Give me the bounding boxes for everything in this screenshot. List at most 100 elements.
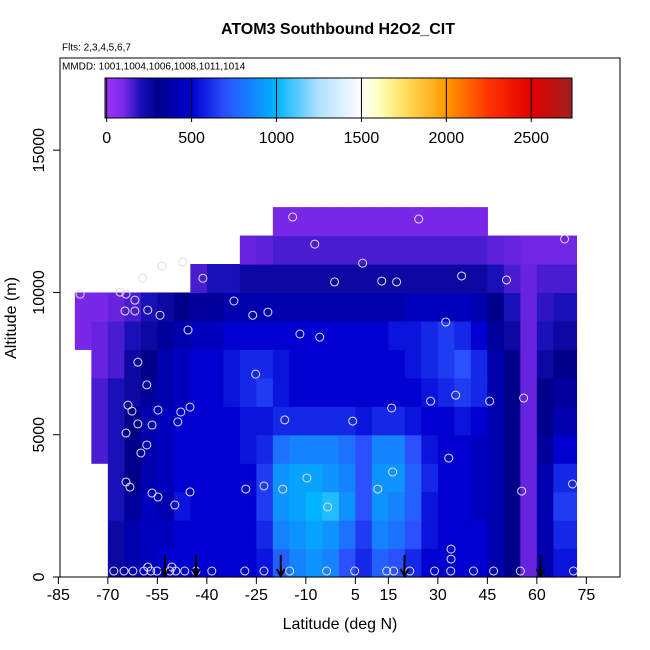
heatmap-cell bbox=[173, 349, 191, 379]
sample-point bbox=[348, 416, 358, 426]
sample-point bbox=[444, 453, 454, 463]
heatmap-cell bbox=[338, 434, 356, 464]
sample-point bbox=[248, 310, 258, 320]
heatmap-cell bbox=[322, 406, 340, 436]
heatmap-cell bbox=[173, 463, 191, 493]
heatmap-cell bbox=[173, 548, 191, 578]
heatmap-cell bbox=[206, 491, 224, 521]
heatmap-cell bbox=[157, 491, 175, 521]
x-tick-label: 60 bbox=[528, 587, 546, 604]
sample-point bbox=[167, 562, 177, 572]
sample-point bbox=[183, 325, 193, 335]
sample-point bbox=[251, 369, 261, 379]
heatmap-cell bbox=[437, 548, 455, 578]
heatmap-cell bbox=[107, 406, 125, 436]
heatmap-cell bbox=[206, 463, 224, 493]
heatmap-cell bbox=[371, 406, 389, 436]
heatmap-cell bbox=[173, 520, 191, 550]
heatmap-cell bbox=[239, 349, 257, 379]
sample-point bbox=[75, 289, 85, 299]
sample-point bbox=[405, 566, 415, 576]
heatmap-cell bbox=[553, 264, 578, 294]
heatmap-cell bbox=[157, 349, 175, 379]
heatmap-cell bbox=[355, 349, 373, 379]
sample-point bbox=[295, 329, 305, 339]
heatmap-cell bbox=[173, 320, 191, 350]
overlay: -85 -70 -55 -40 -25 -10 5 15 30 45 60 7505000100001… bbox=[31, 57, 621, 604]
heatmap-cell bbox=[421, 235, 439, 265]
heatmap-cell bbox=[388, 434, 406, 464]
sample-point bbox=[120, 306, 130, 316]
sample-point bbox=[240, 566, 250, 576]
heatmap-cell bbox=[223, 406, 241, 436]
sample-point bbox=[180, 566, 190, 576]
colorbar-tick-label: 1500 bbox=[344, 130, 380, 147]
sample-point bbox=[153, 492, 163, 502]
heatmap-cell bbox=[256, 292, 274, 322]
heatmap-cell bbox=[503, 264, 521, 294]
heatmap-cell bbox=[223, 434, 241, 464]
heatmap-cell bbox=[536, 349, 554, 379]
sample-point bbox=[350, 566, 360, 576]
heatmap-cell bbox=[355, 235, 373, 265]
heatmap-cell bbox=[91, 434, 109, 464]
heatmap-cell bbox=[305, 406, 323, 436]
colorbar-tick-label: 2000 bbox=[429, 130, 465, 147]
heatmap-cell bbox=[470, 377, 488, 407]
heatmap-cell bbox=[355, 463, 373, 493]
heatmap-cell bbox=[503, 349, 521, 379]
heatmap-cell bbox=[322, 520, 340, 550]
heatmap-cell bbox=[388, 207, 406, 237]
heatmap-cell bbox=[553, 434, 578, 464]
heatmap-cell bbox=[124, 377, 142, 407]
heatmap-cell bbox=[421, 264, 439, 294]
heatmap-cell bbox=[520, 491, 538, 521]
arrow bbox=[191, 555, 201, 579]
heatmap-cell bbox=[470, 520, 488, 550]
heatmap-cell bbox=[487, 491, 505, 521]
heatmap-cell bbox=[503, 463, 521, 493]
heatmap-cell bbox=[91, 320, 109, 350]
heatmap-cell bbox=[206, 349, 224, 379]
heatmap-cell bbox=[355, 377, 373, 407]
heatmap-cell bbox=[239, 320, 257, 350]
heatmap-cell bbox=[503, 491, 521, 521]
heatmap-cell bbox=[289, 264, 307, 294]
heatmap-cell bbox=[74, 292, 92, 322]
heatmap-cell bbox=[454, 292, 472, 322]
heatmap-cell bbox=[140, 292, 158, 322]
sample-point bbox=[414, 214, 424, 224]
heatmap-cell bbox=[503, 235, 521, 265]
x-tick-label: -10 bbox=[294, 587, 317, 604]
heatmap-cell bbox=[91, 377, 109, 407]
heatmap-cell bbox=[404, 349, 422, 379]
heatmap-cell bbox=[223, 520, 241, 550]
heatmap-cell bbox=[338, 377, 356, 407]
heatmap-cell bbox=[470, 292, 488, 322]
sample-point bbox=[153, 405, 163, 415]
heatmap-cell bbox=[553, 520, 578, 550]
heatmap-cell bbox=[223, 264, 241, 294]
heatmap-cell bbox=[536, 320, 554, 350]
heatmap-cell bbox=[190, 434, 208, 464]
y-tick-label: 10000 bbox=[31, 270, 48, 315]
sample-point bbox=[323, 502, 333, 512]
heatmap-cell bbox=[388, 292, 406, 322]
heatmap-cell bbox=[421, 207, 439, 237]
heatmap-cell bbox=[371, 520, 389, 550]
heatmap-cell bbox=[421, 377, 439, 407]
heatmap-cell bbox=[520, 264, 538, 294]
heatmap-cell bbox=[520, 434, 538, 464]
heatmap-cell bbox=[470, 349, 488, 379]
heatmap-cell bbox=[206, 320, 224, 350]
heatmap-cell bbox=[388, 406, 406, 436]
heatmap-cell bbox=[503, 520, 521, 550]
heatmap-cell bbox=[371, 207, 389, 237]
heatmap-cell bbox=[520, 235, 538, 265]
heatmap-cell bbox=[124, 520, 142, 550]
sample-point bbox=[377, 276, 387, 286]
sample-point bbox=[229, 296, 239, 306]
sample-point bbox=[263, 307, 273, 317]
heatmap-cell bbox=[289, 434, 307, 464]
sample-point bbox=[142, 380, 152, 390]
